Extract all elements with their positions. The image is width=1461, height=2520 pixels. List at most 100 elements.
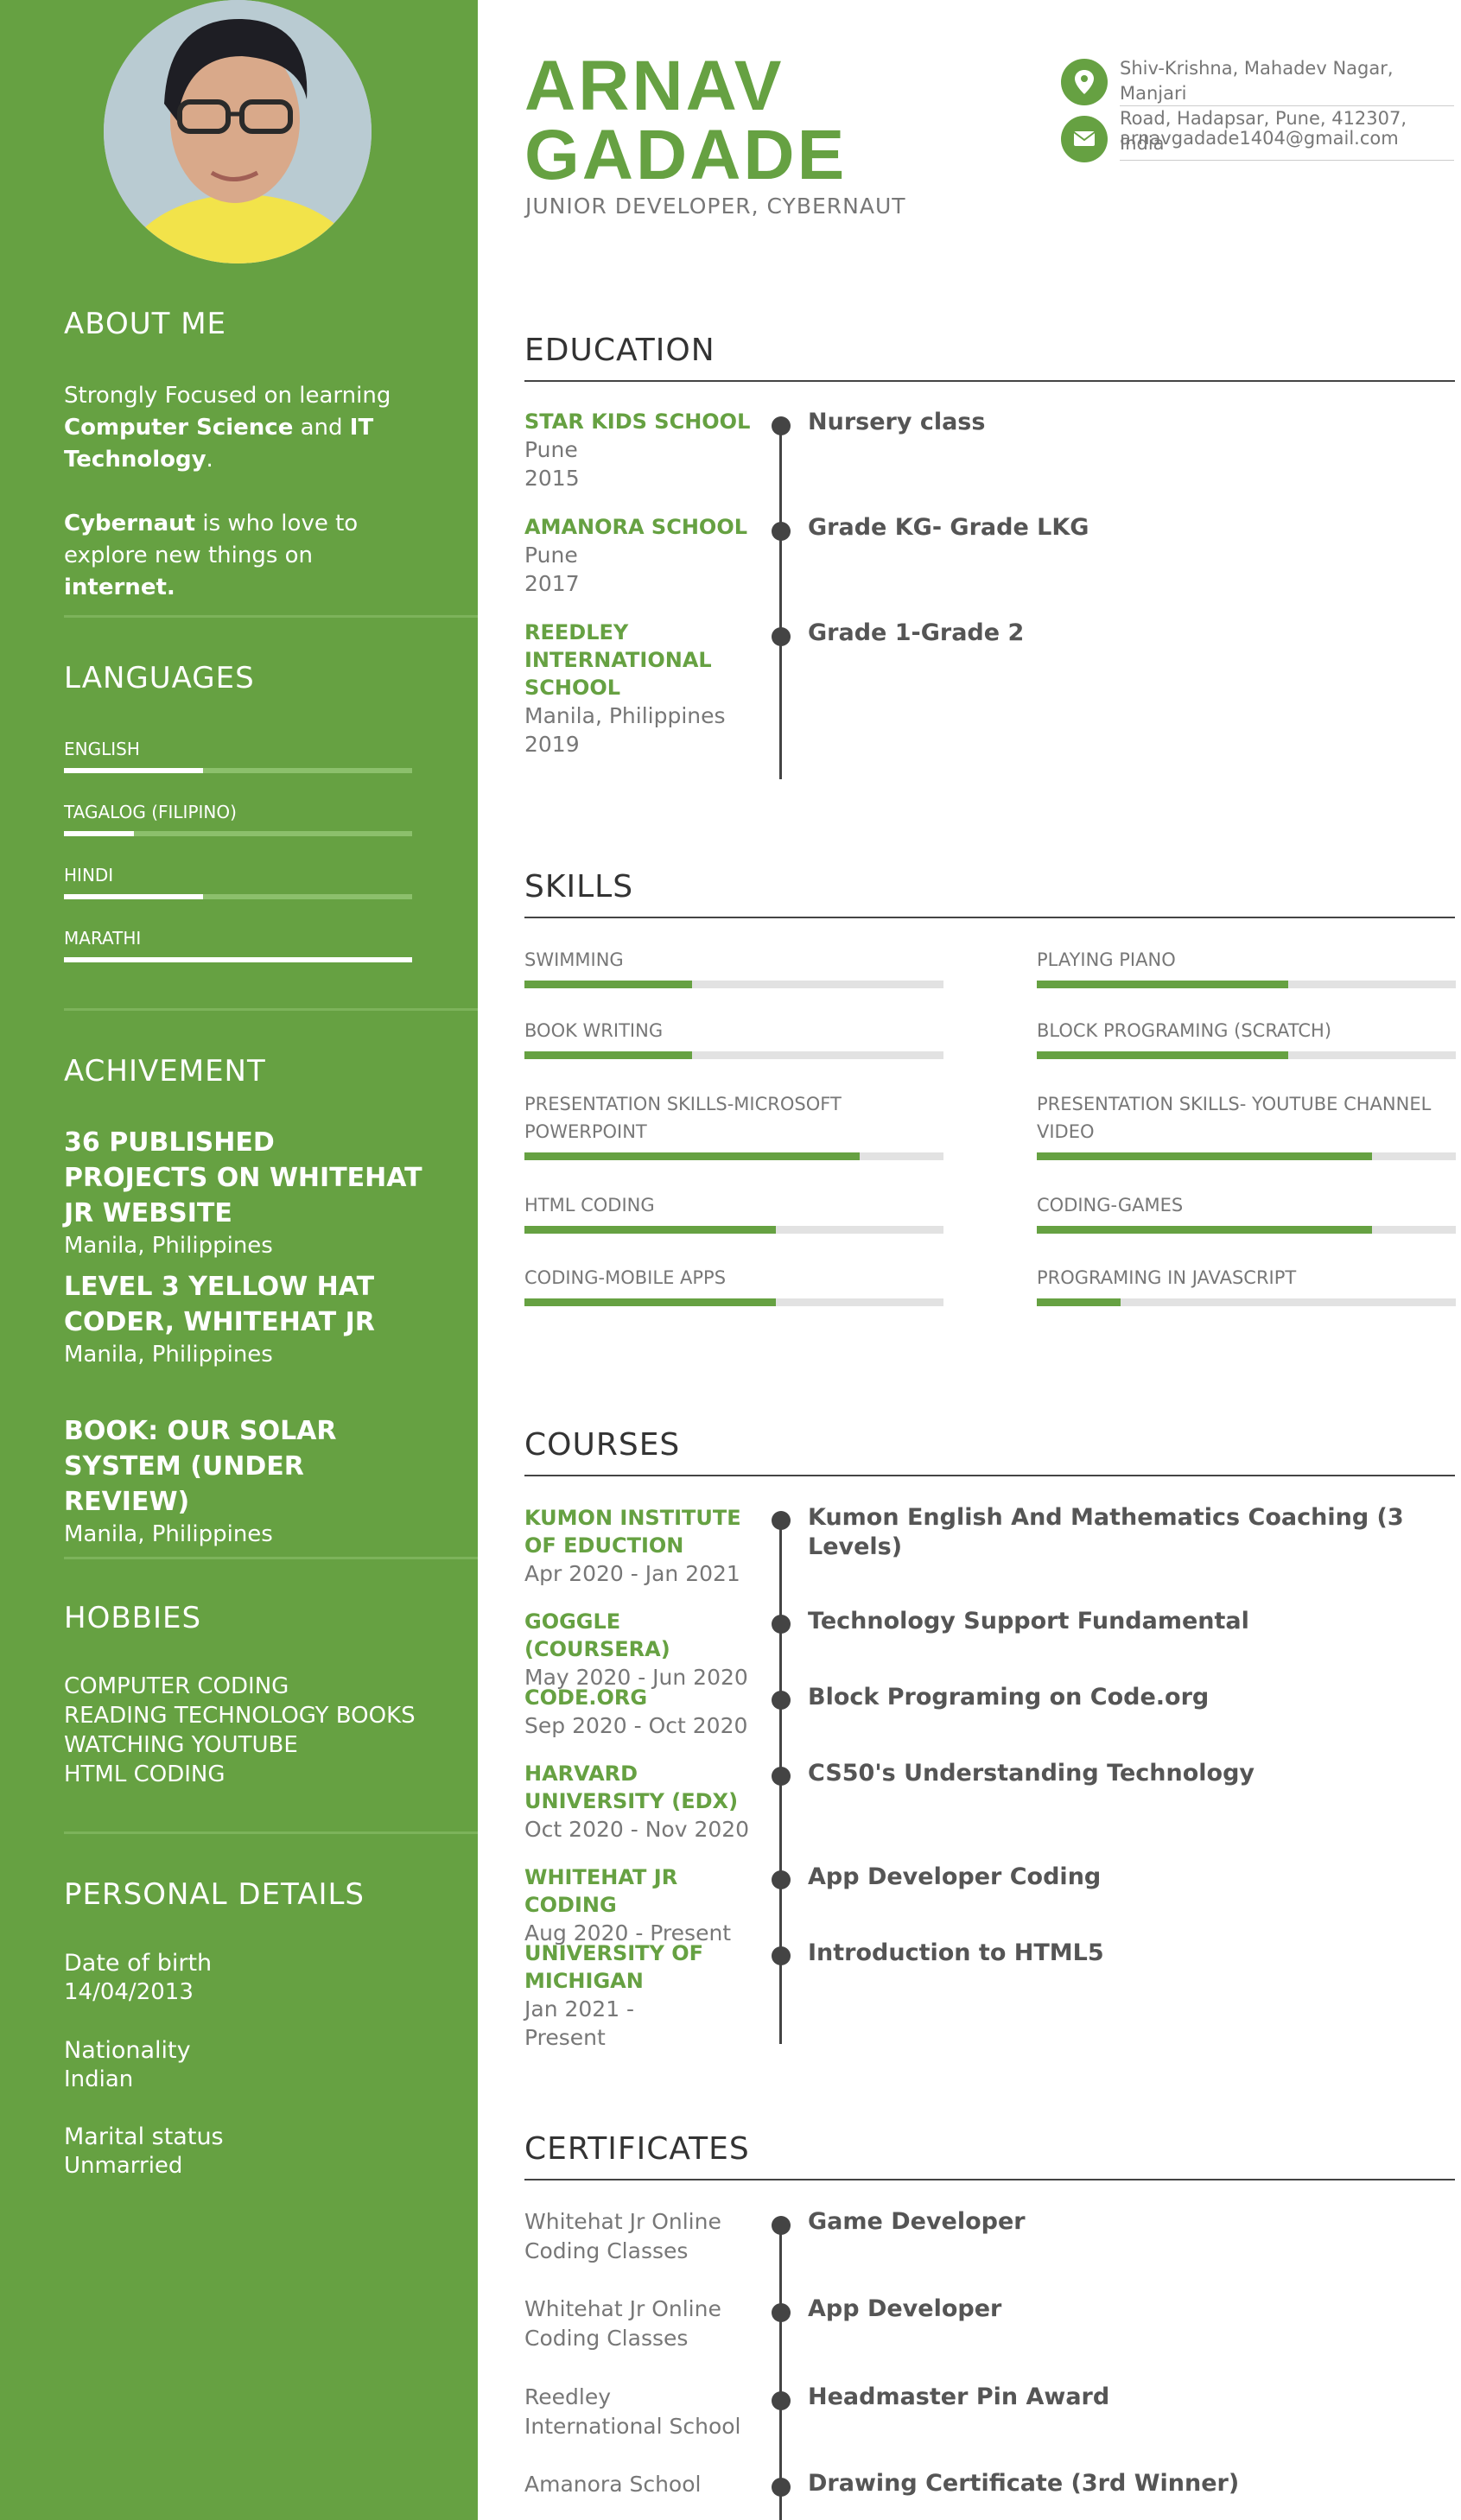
- course-dates: Sep 2020 - Oct 2020: [524, 1713, 748, 1738]
- course-title: CS50's Understanding Technology: [808, 1760, 1255, 1787]
- about-text-span: .: [206, 447, 213, 473]
- language-name: TAGALOG (FILIPINO): [64, 802, 237, 822]
- course-org: UNIVERSITY OF MICHIGAN: [524, 1941, 704, 1993]
- education-school-block: REEDLEY INTERNATIONAL SCHOOL Manila, Phi…: [524, 619, 740, 759]
- job-title: JUNIOR DEVELOPER, CYBERNAUT: [525, 194, 906, 219]
- personal-value: 14/04/2013: [64, 1979, 194, 2005]
- achievement-item: BOOK: OUR SOLAR SYSTEM (UNDER REVIEW) Ma…: [64, 1413, 427, 1549]
- skill-item: CODING-GAMES: [1037, 1191, 1456, 1234]
- about-text-span: is who love to explore new things on: [64, 511, 359, 568]
- address-line-2: Road, Hadapsar, Pune, 412307, India: [1120, 108, 1407, 154]
- language-level-fill: [64, 894, 204, 899]
- education-detail: Nursery class: [808, 409, 986, 435]
- first-name: ARNAV: [524, 47, 784, 125]
- skill-name: PRESENTATION SKILLS- YOUTUBE CHANNEL VID…: [1037, 1094, 1432, 1142]
- achievement-location: Manila, Philippines: [64, 1342, 273, 1368]
- personal-item: Date of birth 14/04/2013: [64, 1949, 414, 2007]
- timeline-dot: [772, 2216, 791, 2235]
- achievement-item: 36 PUBLISHED PROJECTS ON WHITEHAT JR WEB…: [64, 1125, 427, 1260]
- skill-name: PRESENTATION SKILLS-MICROSOFT POWERPOINT: [524, 1094, 842, 1142]
- hobbies-section: HOBBIES: [64, 1601, 414, 1635]
- timeline-dot: [772, 2478, 791, 2497]
- last-name: GADADE: [524, 116, 848, 194]
- timeline-dot: [772, 416, 791, 435]
- achievements-section: ACHIVEMENT: [64, 1054, 414, 1089]
- skill-level-fill: [524, 1051, 692, 1059]
- skill-name: CODING-GAMES: [1037, 1195, 1184, 1216]
- skill-level-bar: [524, 1298, 943, 1306]
- achievement-title: LEVEL 3 YELLOW HAT CODER, WHITEHAT JR: [64, 1272, 375, 1337]
- about-paragraph-2: Cybernaut is who love to explore new thi…: [64, 508, 414, 604]
- skill-level-fill: [1037, 981, 1288, 988]
- languages-section: LANGUAGES: [64, 661, 414, 695]
- courses-heading: COURSES: [524, 1427, 681, 1463]
- course-dates: Jan 2021 - Present: [524, 1996, 635, 2050]
- hobby-item: COMPUTER CODING: [64, 1673, 289, 1699]
- mail-icon: [1061, 116, 1108, 162]
- personal-value: Unmarried: [64, 2153, 183, 2179]
- course-org-block: GOGGLE (COURSERA) May 2020 - Jun 2020: [524, 1608, 753, 1692]
- contact-divider: [1120, 105, 1454, 106]
- avatar-photo: [104, 0, 372, 263]
- hobby-item: HTML CODING: [64, 1761, 226, 1787]
- skill-item: CODING-MOBILE APPS: [524, 1264, 943, 1306]
- personal-item: Nationality Indian: [64, 2036, 414, 2094]
- skill-name: BLOCK PROGRAMING (SCRATCH): [1037, 1020, 1332, 1041]
- about-text: Strongly Focused on learning Computer Sc…: [64, 380, 414, 604]
- timeline-dot: [772, 2303, 791, 2322]
- course-dates: Apr 2020 - Jan 2021: [524, 1561, 740, 1586]
- language-item: TAGALOG (FILIPINO): [64, 802, 412, 836]
- about-bold-span: internet.: [64, 574, 175, 600]
- certificate-title: App Developer: [808, 2295, 1002, 2322]
- education-heading: EDUCATION: [524, 333, 715, 368]
- section-rule: [524, 917, 1455, 918]
- section-rule: [524, 380, 1455, 382]
- course-title: App Developer Coding: [808, 1863, 1102, 1890]
- skills-heading: SKILLS: [524, 869, 634, 905]
- sidebar-divider: [64, 1008, 478, 1011]
- address-text: Shiv-Krishna, Mahadev Nagar, Manjari Road…: [1120, 56, 1452, 156]
- course-org-block: UNIVERSITY OF MICHIGAN Jan 2021 - Presen…: [524, 1939, 715, 2052]
- course-dates: May 2020 - Jun 2020: [524, 1665, 748, 1690]
- course-org-block: KUMON INSTITUTE OF EDUCTION Apr 2020 - J…: [524, 1504, 753, 1588]
- course-org: GOGGLE (COURSERA): [524, 1609, 670, 1661]
- education-detail: Grade KG- Grade LKG: [808, 514, 1089, 541]
- course-title: Block Programing on Code.org: [808, 1684, 1210, 1711]
- skill-level-bar: [524, 1152, 943, 1160]
- course-org: HARVARD UNIVERSITY (EDX): [524, 1761, 739, 1813]
- sidebar-divider: [64, 1831, 478, 1834]
- hobby-item: WATCHING YOUTUBE: [64, 1732, 298, 1758]
- hobbies-list: COMPUTER CODING READING TECHNOLOGY BOOKS…: [64, 1672, 444, 1789]
- timeline-dot: [772, 627, 791, 646]
- timeline-dot: [772, 1946, 791, 1965]
- location-pin-icon: [1061, 59, 1108, 105]
- skill-level-fill: [524, 1152, 860, 1160]
- achievement-location: Manila, Philippines: [64, 1233, 273, 1259]
- language-name: MARATHI: [64, 928, 142, 949]
- sidebar-divider: [64, 615, 478, 618]
- section-rule: [524, 1475, 1455, 1476]
- achievement-location: Manila, Philippines: [64, 1521, 273, 1547]
- school-name: STAR KIDS SCHOOL: [524, 409, 751, 434]
- skill-level-bar: [1037, 981, 1456, 988]
- timeline-line: [779, 2222, 782, 2520]
- hobbies-heading: HOBBIES: [64, 1601, 202, 1635]
- certificate-issuer: Reedley International School: [524, 2384, 741, 2439]
- skill-level-bar: [1037, 1226, 1456, 1234]
- about-paragraph-1: Strongly Focused on learning Computer Sc…: [64, 380, 414, 476]
- course-title: Technology Support Fundamental: [808, 1608, 1249, 1635]
- personal-label: Marital status: [64, 2123, 224, 2150]
- skill-level-fill: [1037, 1298, 1121, 1306]
- timeline-dot: [772, 1767, 791, 1786]
- skill-item: BOOK WRITING: [524, 1017, 943, 1059]
- address-line-1: Shiv-Krishna, Mahadev Nagar, Manjari: [1120, 58, 1394, 104]
- about-text-span: and: [293, 415, 350, 441]
- skill-item: PLAYING PIANO: [1037, 946, 1456, 988]
- achievement-item: LEVEL 3 YELLOW HAT CODER, WHITEHAT JR Ma…: [64, 1269, 427, 1369]
- course-org-block: WHITEHAT JR CODING Aug 2020 - Present: [524, 1863, 753, 1947]
- section-rule: [524, 2179, 1455, 2180]
- language-level-bar: [64, 894, 412, 899]
- skill-level-fill: [524, 1298, 776, 1306]
- skill-level-bar: [1037, 1298, 1456, 1306]
- email-text[interactable]: arnavgadade1404@gmail.com: [1120, 128, 1399, 149]
